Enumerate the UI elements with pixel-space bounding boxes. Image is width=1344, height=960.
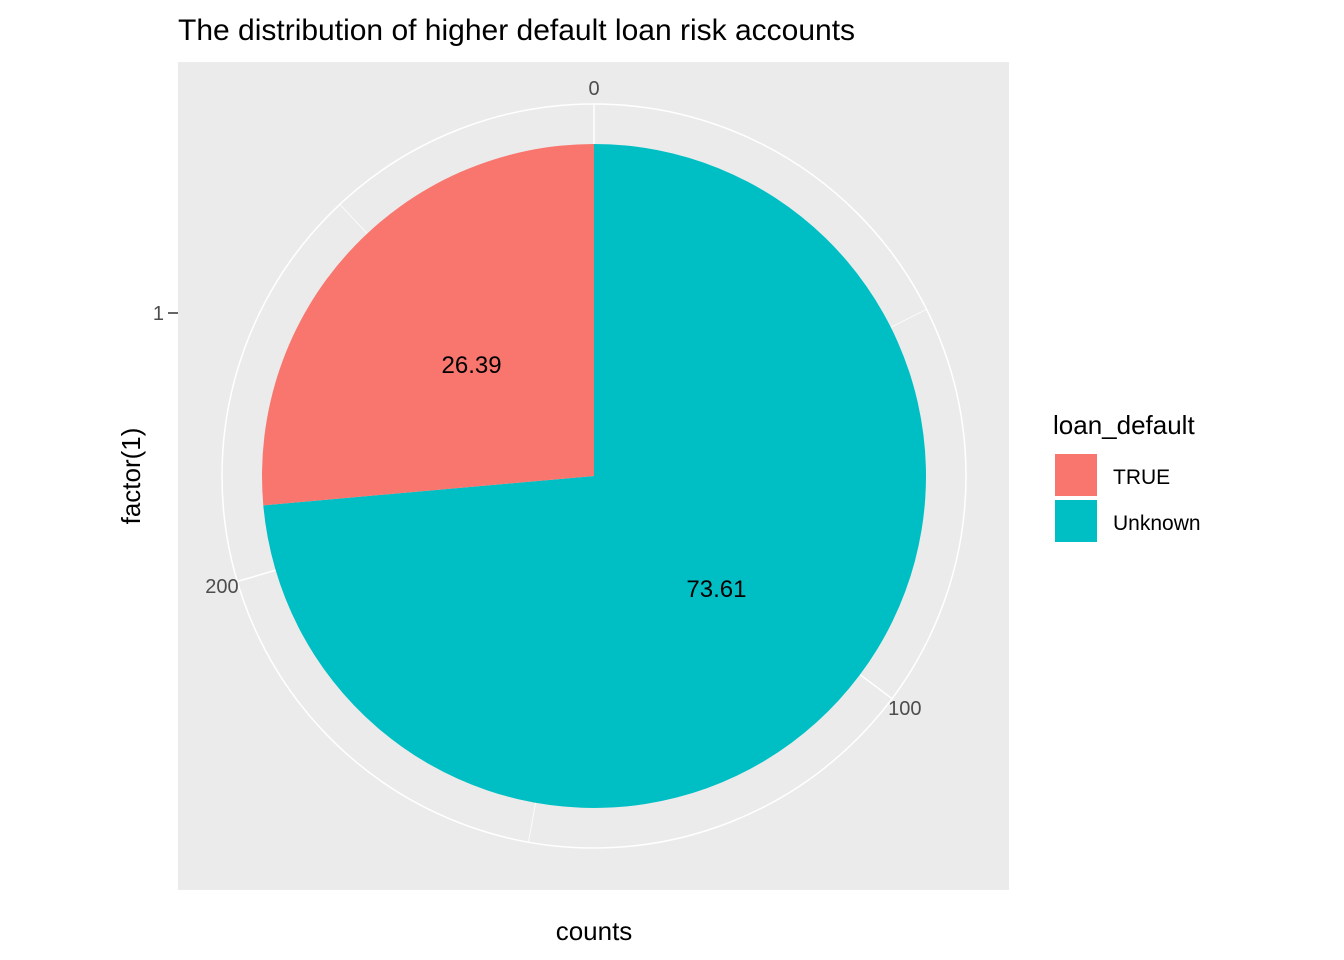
- pie-slice-true: [261, 144, 594, 506]
- legend-key-true: [1055, 454, 1097, 496]
- pie-slice-unknown: [263, 144, 926, 809]
- slice-layer: [261, 144, 926, 809]
- legend-title: loan_default: [1053, 410, 1195, 440]
- slice-label-unknown: 73.61: [686, 576, 746, 603]
- slice-label-layer: 73.61 26.39: [442, 352, 747, 603]
- slice-label-true: 26.39: [442, 352, 502, 379]
- legend-label-true: TRUE: [1113, 466, 1170, 489]
- y-tick-label: 1: [153, 303, 164, 325]
- legend-label-unknown: Unknown: [1113, 512, 1201, 535]
- theta-tick-label: 100: [888, 698, 921, 720]
- x-axis-title: counts: [556, 916, 633, 946]
- legend: loan_default TRUE Unknown: [1053, 410, 1201, 542]
- y-axis-title: factor(1): [116, 428, 146, 525]
- chart-title: The distribution of higher default loan …: [178, 14, 855, 47]
- theta-tick-label: 0: [588, 78, 599, 100]
- theta-tick-label: 200: [205, 576, 238, 598]
- legend-key-unknown: [1055, 500, 1097, 542]
- theta-tick-layer: 0 100 200: [205, 78, 921, 720]
